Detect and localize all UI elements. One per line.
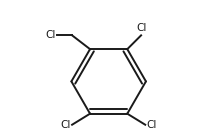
Text: Cl: Cl (60, 120, 71, 130)
Text: Cl: Cl (147, 120, 157, 130)
Text: Cl: Cl (45, 30, 55, 40)
Text: Cl: Cl (137, 23, 147, 33)
